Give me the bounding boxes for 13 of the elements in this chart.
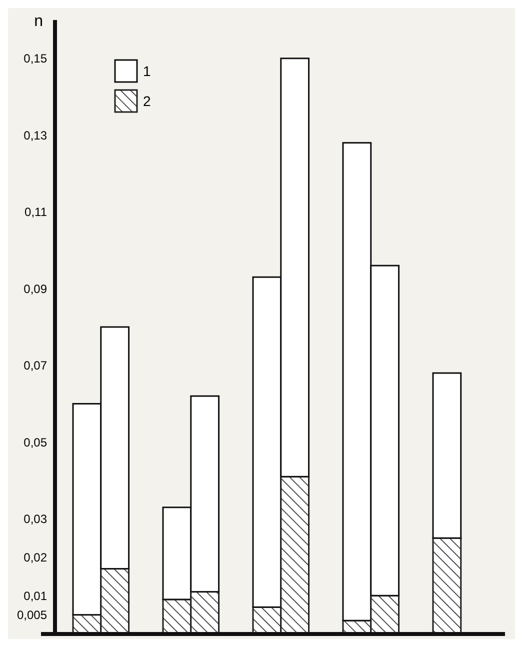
legend-label: 2	[143, 93, 151, 109]
y-tick-label: 0,01	[24, 588, 48, 603]
y-tick-label: 0,07	[24, 358, 48, 373]
legend-label: 1	[143, 63, 151, 79]
y-axis-title: n	[34, 13, 43, 30]
y-tick-label: 0,005	[16, 608, 48, 622]
y-tick-label: 0,09	[24, 282, 48, 296]
y-tick-label: 0,13	[24, 128, 48, 142]
y-tick-label: 0,15	[24, 52, 48, 66]
y-tick-label: 0,05	[24, 435, 48, 450]
y-tick-label: 0,11	[24, 205, 48, 220]
y-tick-label: 0,02	[24, 550, 48, 564]
y-tick-label: 0,03	[24, 512, 48, 526]
